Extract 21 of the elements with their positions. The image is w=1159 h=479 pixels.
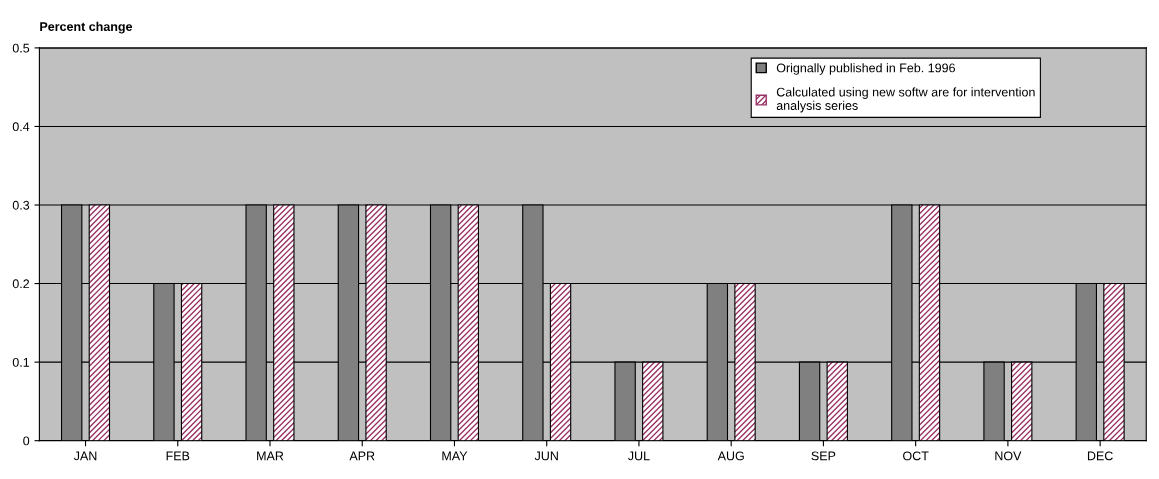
y-axis-title: Percent change — [40, 21, 133, 34]
y-tick-label: 0.1 — [12, 357, 30, 367]
x-tick-label: MAY — [442, 451, 468, 461]
x-tick-label: APR — [349, 451, 375, 461]
y-tick-label: 0 — [23, 436, 30, 446]
y-tick-label: 0.2 — [12, 279, 30, 289]
x-tick-label: FEB — [166, 451, 190, 461]
x-tick-label: JAN — [73, 451, 97, 461]
x-tick-label: JUL — [628, 451, 650, 461]
x-tick-label: DEC — [1087, 451, 1113, 461]
y-tick-label: 0.5 — [12, 43, 30, 53]
x-tick-label: SEP — [811, 451, 836, 461]
legend-label: Orignally published in Feb. 1996 — [776, 63, 955, 75]
x-tick-label: NOV — [995, 451, 1022, 461]
x-tick-label: AUG — [717, 451, 744, 461]
y-tick-label: 0.3 — [12, 200, 30, 210]
x-tick-label: JUN — [534, 451, 558, 461]
x-tick-label: MAR — [257, 451, 284, 461]
y-tick-label: 0.4 — [12, 122, 30, 132]
legend-label: Calculated using new softw are for intervention analysis series — [776, 87, 1035, 113]
x-tick-label: OCT — [903, 451, 929, 461]
